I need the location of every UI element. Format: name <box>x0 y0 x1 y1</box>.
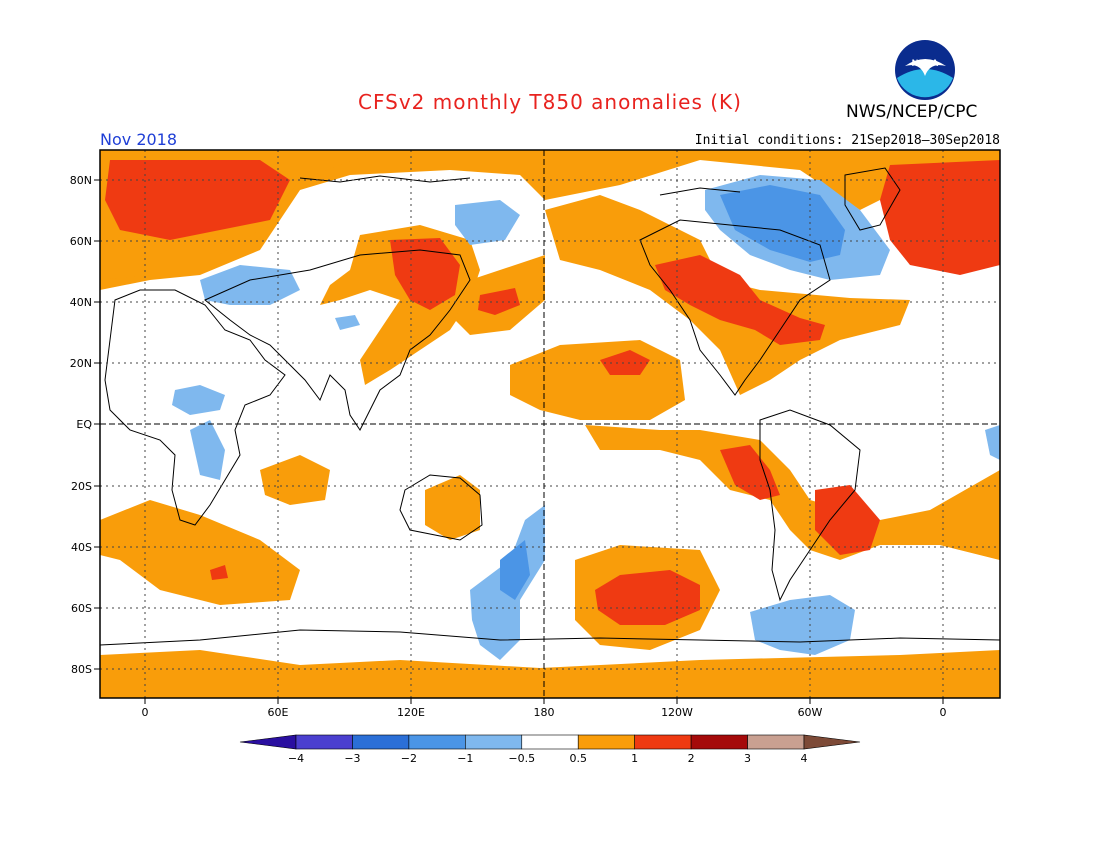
lat-label: 40N <box>70 296 92 309</box>
colorbar-swatch <box>465 734 523 750</box>
noaa-logo: NOAA <box>895 40 955 100</box>
colorbar-label: −3 <box>344 752 360 765</box>
colorbar-label: −2 <box>401 752 417 765</box>
lon-label: 0 <box>940 706 947 719</box>
lon-label: 180 <box>534 706 555 719</box>
grid-lines <box>100 150 1000 698</box>
map-title: CFSv2 monthly T850 anomalies (K) <box>358 90 742 114</box>
colorbar: −4 −3 −2 −1 −0.5 0.5 1 2 3 4 <box>239 734 861 765</box>
anomaly-map <box>100 150 1000 698</box>
lat-label: 60S <box>71 602 92 615</box>
strong-warm-anomaly-regions <box>105 160 1000 625</box>
colorbar-label: 1 <box>631 752 638 765</box>
forecast-month: Nov 2018 <box>100 130 178 149</box>
lon-label: 60W <box>798 706 823 719</box>
colorbar-swatch <box>239 734 297 750</box>
colorbar-swatch <box>690 734 748 750</box>
equator-dateline <box>100 150 1000 698</box>
coastlines <box>100 167 1000 646</box>
lat-label: EQ <box>76 418 92 431</box>
colorbar-label: −0.5 <box>508 752 535 765</box>
lat-label: 20N <box>70 357 92 370</box>
colorbar-swatch <box>352 734 410 750</box>
lat-label: 20S <box>71 480 92 493</box>
colorbar-label: 4 <box>801 752 808 765</box>
lon-label: 0 <box>142 706 149 719</box>
lat-label: 80N <box>70 174 92 187</box>
colorbar-swatch <box>634 734 692 750</box>
colorbar-label: 3 <box>744 752 751 765</box>
logo-text: NOAA <box>912 58 939 68</box>
organization-label: NWS/NCEP/CPC <box>846 102 978 122</box>
colorbar-label: 0.5 <box>569 752 587 765</box>
lat-label: 60N <box>70 235 92 248</box>
lon-label: 120E <box>397 706 425 719</box>
colorbar-label: 2 <box>688 752 695 765</box>
colorbar-swatch <box>295 734 353 750</box>
lon-label: 120W <box>661 706 693 719</box>
lat-label: 80S <box>71 663 92 676</box>
colorbar-swatch <box>747 734 805 750</box>
colorbar-swatch <box>408 734 466 750</box>
lat-label: 40S <box>71 541 92 554</box>
initial-conditions: Initial conditions: 21Sep2018–30Sep2018 <box>694 133 1000 148</box>
colorbar-swatch <box>521 734 579 750</box>
lon-label: 60E <box>268 706 289 719</box>
colorbar-swatch <box>803 734 861 750</box>
colorbar-swatch <box>577 734 635 750</box>
colorbar-label: −1 <box>457 752 473 765</box>
colorbar-label: −4 <box>288 752 304 765</box>
